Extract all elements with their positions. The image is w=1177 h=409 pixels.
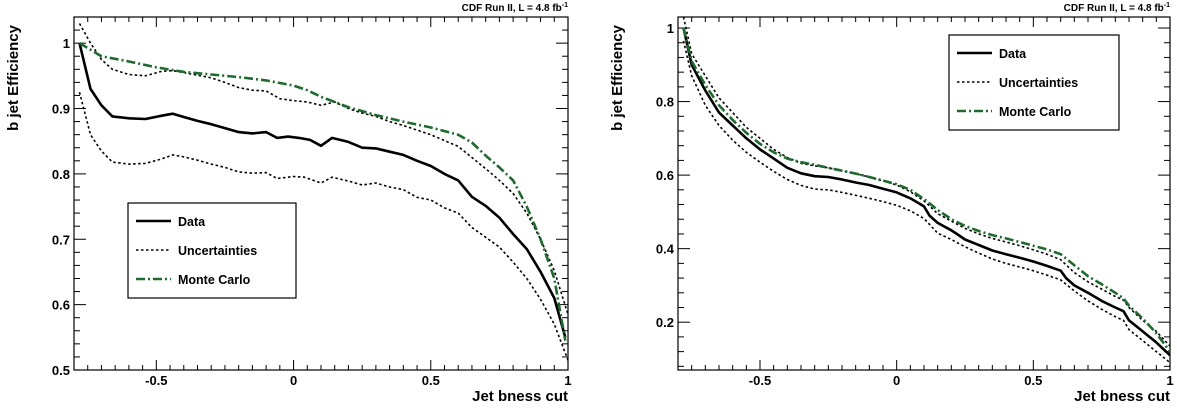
x-tick-label: 0 [893,373,900,388]
y-tick-label: 0.6 [52,298,70,313]
series-line-mc [682,27,1170,353]
x-tick-label: 0 [290,373,297,388]
x-axis-title: Jet bness cut [472,388,568,405]
series-line-mc [78,41,567,341]
plot-frame [73,16,569,371]
legend-label-data: Data [999,47,1027,61]
x-tick-label: 1 [1166,373,1173,388]
series-line-data [78,42,567,338]
luminosity-annotation: CDF Run II, L = 4.8 fb-1 [1064,2,1170,14]
y-tick-label: 0.5 [52,363,70,378]
series-line-unc [682,40,1170,364]
y-tick-label: 1 [667,21,674,36]
x-tick-label: -0.5 [145,373,167,388]
y-tick-label: 0.7 [52,232,70,247]
legend-label-data: Data [178,215,206,229]
y-axis-title: b jet Efficiency [609,24,626,131]
x-tick-label: 0.5 [422,373,440,388]
series-line-unc [78,91,568,361]
y-tick-label: 0.9 [52,102,70,117]
y-tick-label: 0.8 [656,95,674,110]
x-tick-label: 0.5 [1024,373,1042,388]
series-line-data [682,27,1170,357]
y-tick-label: 0.6 [656,168,674,183]
legend-label-unc: Uncertainties [178,244,257,258]
series-line-unc [78,23,568,315]
x-tick-label: -0.5 [749,373,771,388]
legend-label-unc: Uncertainties [999,76,1078,90]
x-tick-label: 1 [564,373,571,388]
x-axis-title: Jet bness cut [1074,388,1170,405]
y-tick-label: 0.4 [656,242,675,257]
y-tick-label: 0.8 [52,167,70,182]
y-tick-label: 1 [63,36,70,51]
series-line-unc [682,17,1170,347]
legend-label-mc: Monte Carlo [178,273,251,287]
y-axis-title: b jet Efficiency [5,24,22,131]
luminosity-annotation: CDF Run II, L = 4.8 fb-1 [462,2,568,14]
legend-label-mc: Monte Carlo [999,105,1072,119]
y-tick-label: 0.2 [656,315,674,330]
